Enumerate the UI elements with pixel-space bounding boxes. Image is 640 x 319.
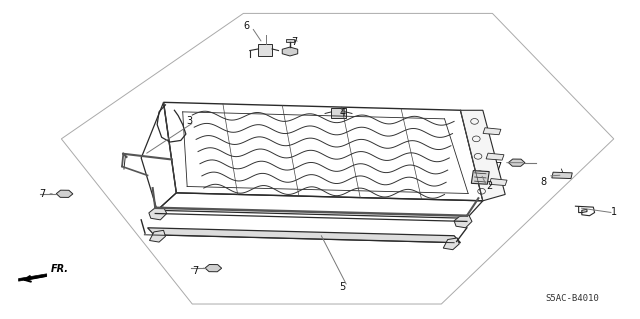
Polygon shape [150, 230, 166, 242]
Text: 7: 7 [291, 37, 298, 47]
Text: 8: 8 [540, 177, 547, 187]
Polygon shape [444, 238, 460, 250]
Polygon shape [149, 207, 167, 220]
Text: 4: 4 [339, 108, 346, 118]
Text: 5: 5 [339, 282, 346, 292]
Polygon shape [258, 44, 272, 56]
Polygon shape [19, 274, 47, 281]
Text: 7: 7 [39, 189, 45, 199]
Text: 7: 7 [192, 266, 198, 276]
Text: FR.: FR. [51, 264, 68, 274]
Polygon shape [332, 108, 346, 118]
Polygon shape [461, 110, 505, 201]
FancyBboxPatch shape [286, 40, 294, 42]
Text: 7: 7 [495, 162, 502, 173]
Polygon shape [489, 179, 507, 186]
Polygon shape [471, 171, 489, 184]
Polygon shape [148, 228, 461, 243]
Text: 3: 3 [186, 116, 192, 126]
Polygon shape [486, 153, 504, 160]
Text: 1: 1 [611, 207, 617, 217]
Polygon shape [454, 215, 472, 228]
Text: 2: 2 [486, 182, 492, 191]
Text: S5AC-B4010: S5AC-B4010 [545, 294, 599, 303]
Polygon shape [483, 128, 501, 135]
Polygon shape [552, 172, 572, 179]
Text: 6: 6 [243, 21, 250, 31]
